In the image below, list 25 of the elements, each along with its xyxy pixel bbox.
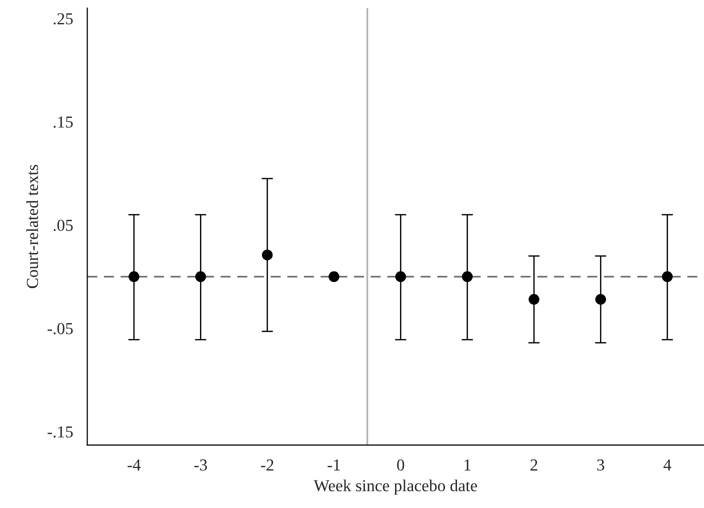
x-tick-label: -4 [128,459,141,470]
x-tick-label: 1 [464,459,470,470]
point [662,271,673,282]
point [528,294,540,305]
point [595,294,606,305]
x-tick-label: -1 [328,459,340,470]
point [195,271,206,282]
x-axis-title: Week since placebo date [314,480,477,495]
y-tick-label: -.15 [48,426,73,438]
x-tick-label: -3 [194,459,207,471]
y-tick-label: .15 [54,116,73,128]
x-tick-label: -2 [260,459,274,470]
x-tick-label: 4 [663,459,672,470]
x-tick-label: 2 [530,459,538,470]
x-tick-label: 3 [597,459,604,471]
y-axis-title: Court-related texts [26,164,38,288]
y-tick-label: .05 [54,220,73,232]
point [462,271,473,282]
point [328,271,340,282]
x-tick-label: 0 [397,459,404,471]
point [395,271,406,282]
y-tick-label: .25 [54,13,73,24]
y-tick-label: -.05 [48,323,73,334]
point [128,271,140,282]
point [262,250,273,260]
